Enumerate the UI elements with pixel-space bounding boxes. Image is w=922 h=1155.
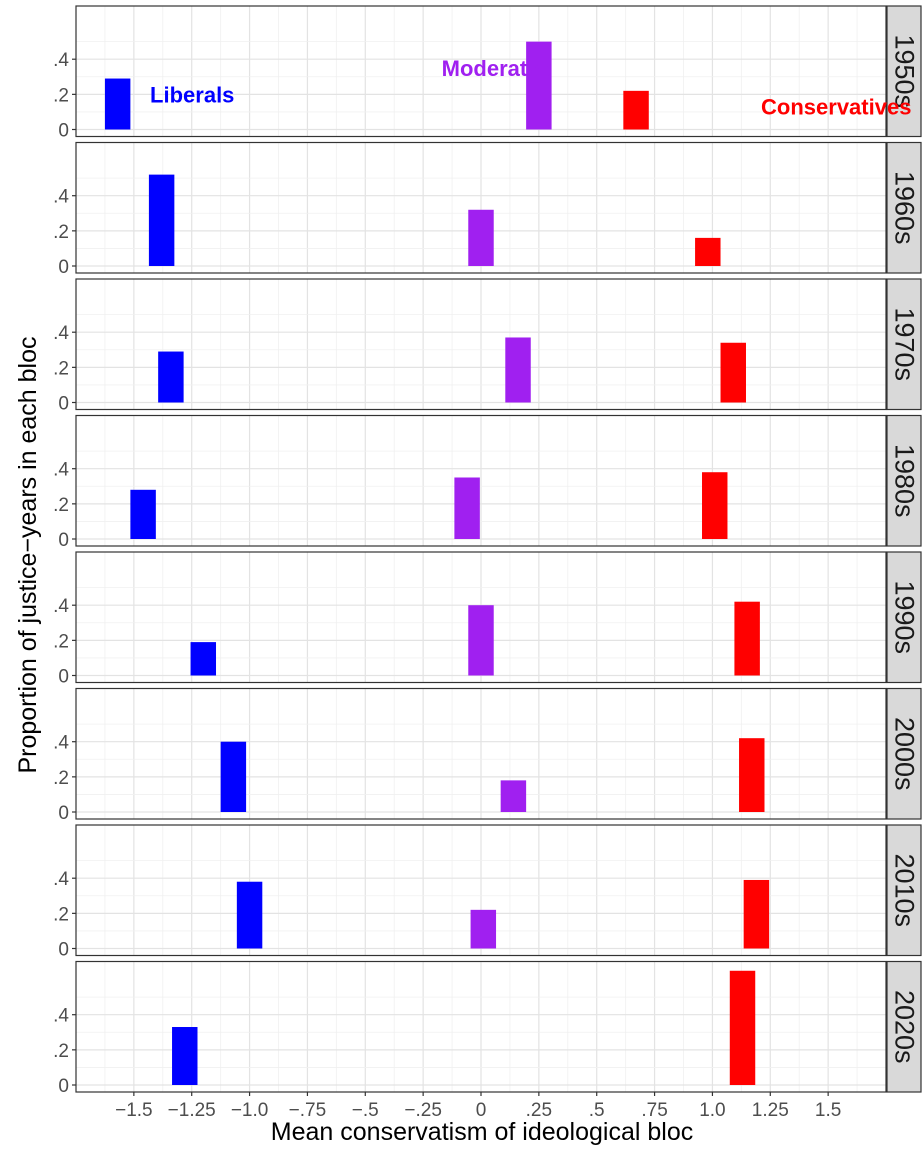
facet-strip <box>886 414 922 547</box>
y-axis-title: Proportion of justice−years in each bloc <box>14 336 42 773</box>
bar-liberals-2000s <box>220 741 247 812</box>
facet-strip-label: 1980s <box>890 444 920 518</box>
panels: 0 .2 .4 1950s Liberals Moderates Conservatives… <box>53 5 922 1097</box>
facet-strip-label: 1960s <box>890 171 920 245</box>
bar-liberals-1980s <box>130 489 156 539</box>
y-tick-label: .2 <box>53 495 69 516</box>
bar-liberals-1950s <box>104 78 131 130</box>
x-tick-label: .5 <box>589 1100 605 1121</box>
facet-strip <box>886 687 922 820</box>
facet-strip-label: 2000s <box>890 717 920 791</box>
y-tick-label: .4 <box>53 460 69 481</box>
y-tick-label: .4 <box>53 596 69 617</box>
y-tick-label: .4 <box>53 323 69 344</box>
panel-2000s: 0 .2 .4 2000s <box>53 687 922 824</box>
facet-strip-label: 1990s <box>890 580 920 654</box>
y-tick-label: .2 <box>53 904 69 925</box>
y-tick-label: .2 <box>53 85 69 106</box>
panel-border <box>75 141 887 274</box>
facet-strip-label: 1970s <box>890 307 920 381</box>
bar-moderates-1960s <box>468 209 494 266</box>
y-tick-label: .2 <box>53 222 69 243</box>
bar-moderates-2000s <box>500 780 527 812</box>
bar-moderates-2010s <box>470 909 497 949</box>
facet-strip <box>886 5 922 138</box>
y-tick-label: 0 <box>58 667 69 688</box>
y-tick-label: .4 <box>53 187 69 208</box>
x-tick-label: .75 <box>641 1100 667 1121</box>
x-tick-label: −1.25 <box>168 1100 216 1121</box>
panel-1950s: 0 .2 .4 1950s Liberals Moderates Conservatives <box>53 5 922 142</box>
x-axis: −1.5 −1.25 −1.0 −.75 −.5 −.25 0 .25 .5 .75 1.0 1.25… <box>115 1092 841 1121</box>
x-axis-title: Mean conservatism of ideological bloc <box>271 1118 693 1146</box>
y-tick-label: .2 <box>53 1041 69 1062</box>
bloc-label-conservatives: Conservatives <box>761 95 911 120</box>
bar-conservatives-1980s <box>702 472 728 539</box>
y-tick-label: 0 <box>58 530 69 551</box>
bar-moderates-1970s <box>505 337 531 403</box>
y-tick-label: 0 <box>58 257 69 278</box>
bloc-label-liberals: Liberals <box>150 82 234 107</box>
facet-strip <box>886 141 922 274</box>
panel-border <box>75 278 887 411</box>
panel-border <box>75 5 887 138</box>
bar-conservatives-1970s <box>720 342 746 403</box>
x-tick-label: 0 <box>476 1100 487 1121</box>
facet-strip-label: 2020s <box>890 990 920 1064</box>
panel-1980s: 0 .2 .4 1980s <box>53 414 922 551</box>
y-tick-label: .2 <box>53 768 69 789</box>
facet-strip-label: 1950s <box>890 34 920 108</box>
bar-liberals-2010s <box>236 881 263 949</box>
y-tick-label: .2 <box>53 631 69 652</box>
bar-conservatives-2020s <box>729 970 756 1085</box>
bar-conservatives-2010s <box>743 879 770 949</box>
panel-border <box>75 551 887 684</box>
bar-conservatives-1960s <box>695 237 721 266</box>
bar-liberals-1990s <box>190 642 217 676</box>
panel-1970s: 0 .2 .4 1970s <box>53 278 922 415</box>
x-tick-label: −.25 <box>404 1100 442 1121</box>
bar-liberals-1970s <box>158 351 184 403</box>
y-tick-label: 0 <box>58 940 69 961</box>
panel-2010s: 0 .2 .4 2010s <box>53 824 922 961</box>
bar-conservatives-1950s <box>623 90 649 130</box>
panel-border <box>75 687 887 820</box>
bar-moderates-1990s <box>468 605 494 676</box>
y-tick-label: .4 <box>53 50 69 71</box>
x-tick-label: −.75 <box>289 1100 327 1121</box>
panel-1990s: 0 .2 .4 1990s <box>53 551 922 688</box>
bar-moderates-1950s <box>526 41 552 130</box>
x-tick-label: 1.0 <box>699 1100 725 1121</box>
y-tick-label: .4 <box>53 1006 69 1027</box>
x-tick-label: −1.0 <box>231 1100 269 1121</box>
x-tick-label: 1.5 <box>815 1100 841 1121</box>
bar-moderates-1980s <box>454 477 480 539</box>
bar-conservatives-2000s <box>739 738 765 812</box>
y-tick-label: .4 <box>53 869 69 890</box>
panel-1960s: 0 .2 .4 1960s <box>53 141 922 278</box>
facet-strip <box>886 960 922 1093</box>
x-tick-label: −.5 <box>352 1100 379 1121</box>
facet-strip <box>886 278 922 411</box>
y-tick-label: .2 <box>53 358 69 379</box>
facet-strip-label: 2010s <box>890 853 920 927</box>
y-tick-label: 0 <box>58 121 69 142</box>
bar-liberals-1960s <box>148 174 175 266</box>
facet-strip <box>886 824 922 957</box>
panel-border <box>75 824 887 957</box>
y-tick-label: 0 <box>58 803 69 824</box>
y-tick-label: 0 <box>58 394 69 415</box>
y-tick-label: 0 <box>58 1076 69 1097</box>
x-tick-label: 1.25 <box>752 1100 789 1121</box>
x-tick-label: .25 <box>526 1100 552 1121</box>
panel-border <box>75 414 887 547</box>
bar-conservatives-1990s <box>734 601 760 676</box>
facet-strip <box>886 551 922 684</box>
bloc-label-moderates: Moderates <box>442 56 552 81</box>
bar-liberals-2020s <box>172 1027 198 1085</box>
y-tick-label: .4 <box>53 733 69 754</box>
panel-2020s: 0 .2 .4 2020s <box>53 960 922 1097</box>
x-tick-label: −1.5 <box>115 1100 153 1121</box>
